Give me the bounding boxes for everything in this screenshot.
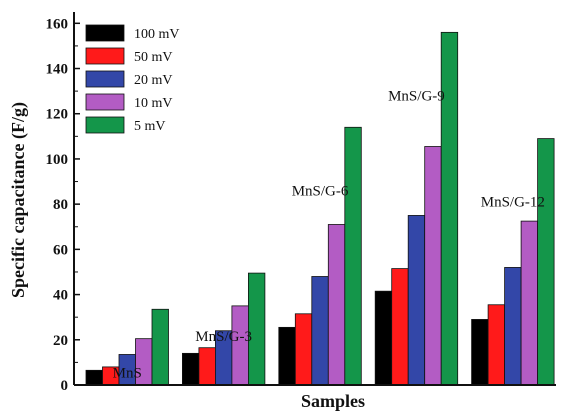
bar-mns-g-9-20-mv <box>407 215 426 386</box>
y-tick-label: 40 <box>53 288 68 304</box>
y-tick-label: 20 <box>53 333 68 349</box>
legend-label: 20 mV <box>134 73 173 88</box>
bar-mns-g-12-10-mv <box>520 220 538 386</box>
legend-label: 10 mV <box>134 96 173 111</box>
legend: 100 mV 50 mV 20 mV 10 mV 5 mV <box>85 24 180 134</box>
legend-swatch <box>85 116 125 134</box>
bar-mns-g-12-50-mv <box>487 304 506 386</box>
legend-label: 50 mV <box>134 50 173 65</box>
bar-mns-g-9-5-mv <box>440 31 459 386</box>
y-tick-label: 60 <box>53 242 68 258</box>
axis-layer: 0 20 40 60 80 100 120 140 160 <box>46 12 556 394</box>
bars-layer: MnS MnS/G-3 MnS/G-6 MnS/G-9 MnS/G-12 <box>85 31 555 386</box>
bar-mns-100-mv <box>85 369 103 386</box>
legend-swatch <box>85 47 125 65</box>
y-tick-label: 160 <box>46 16 69 32</box>
bar-mns-g-12-100-mv <box>471 319 489 386</box>
bar-mns-g-3-100-mv <box>181 352 200 386</box>
bar-mns-g-9-100-mv <box>374 290 393 386</box>
bar-mns-g-3-10-mv <box>231 305 249 386</box>
y-tick-label: 100 <box>46 152 69 168</box>
bar-mns-g-6-10-mv <box>327 224 346 386</box>
legend-swatch <box>85 70 125 88</box>
bar-mns-g-9-10-mv <box>424 146 442 386</box>
group-label: MnS <box>113 365 142 381</box>
bar-mns-g-6-100-mv <box>278 326 296 386</box>
bar-mns-g-12-20-mv <box>504 267 522 386</box>
bar-mns-g-3-50-mv <box>198 347 216 386</box>
bar-mns-g-6-5-mv <box>344 126 362 386</box>
legend-label: 100 mV <box>134 27 180 42</box>
y-tick-label: 120 <box>46 107 69 123</box>
bar-mns-g-6-50-mv <box>294 313 313 386</box>
y-tick-label: 140 <box>46 62 69 78</box>
y-tick-label: 0 <box>61 378 69 394</box>
legend-label: 5 mV <box>134 119 166 134</box>
y-axis-title: Specific capacitance (F/g) <box>8 102 29 298</box>
bar-mns-5-mv <box>151 308 169 386</box>
bar-mns-g-12-5-mv <box>537 138 555 386</box>
group-label: MnS/G-9 <box>388 88 445 104</box>
legend-swatch <box>85 93 125 111</box>
group-label: MnS/G-3 <box>195 329 252 345</box>
x-axis-title: Samples <box>301 391 365 411</box>
group-label: MnS/G-12 <box>481 195 545 211</box>
group-label: MnS/G-6 <box>292 183 349 199</box>
bar-mns-g-6-20-mv <box>311 276 329 386</box>
legend-swatch <box>85 24 125 42</box>
bar-mns-g-9-50-mv <box>391 268 409 386</box>
y-tick-label: 80 <box>53 197 68 213</box>
